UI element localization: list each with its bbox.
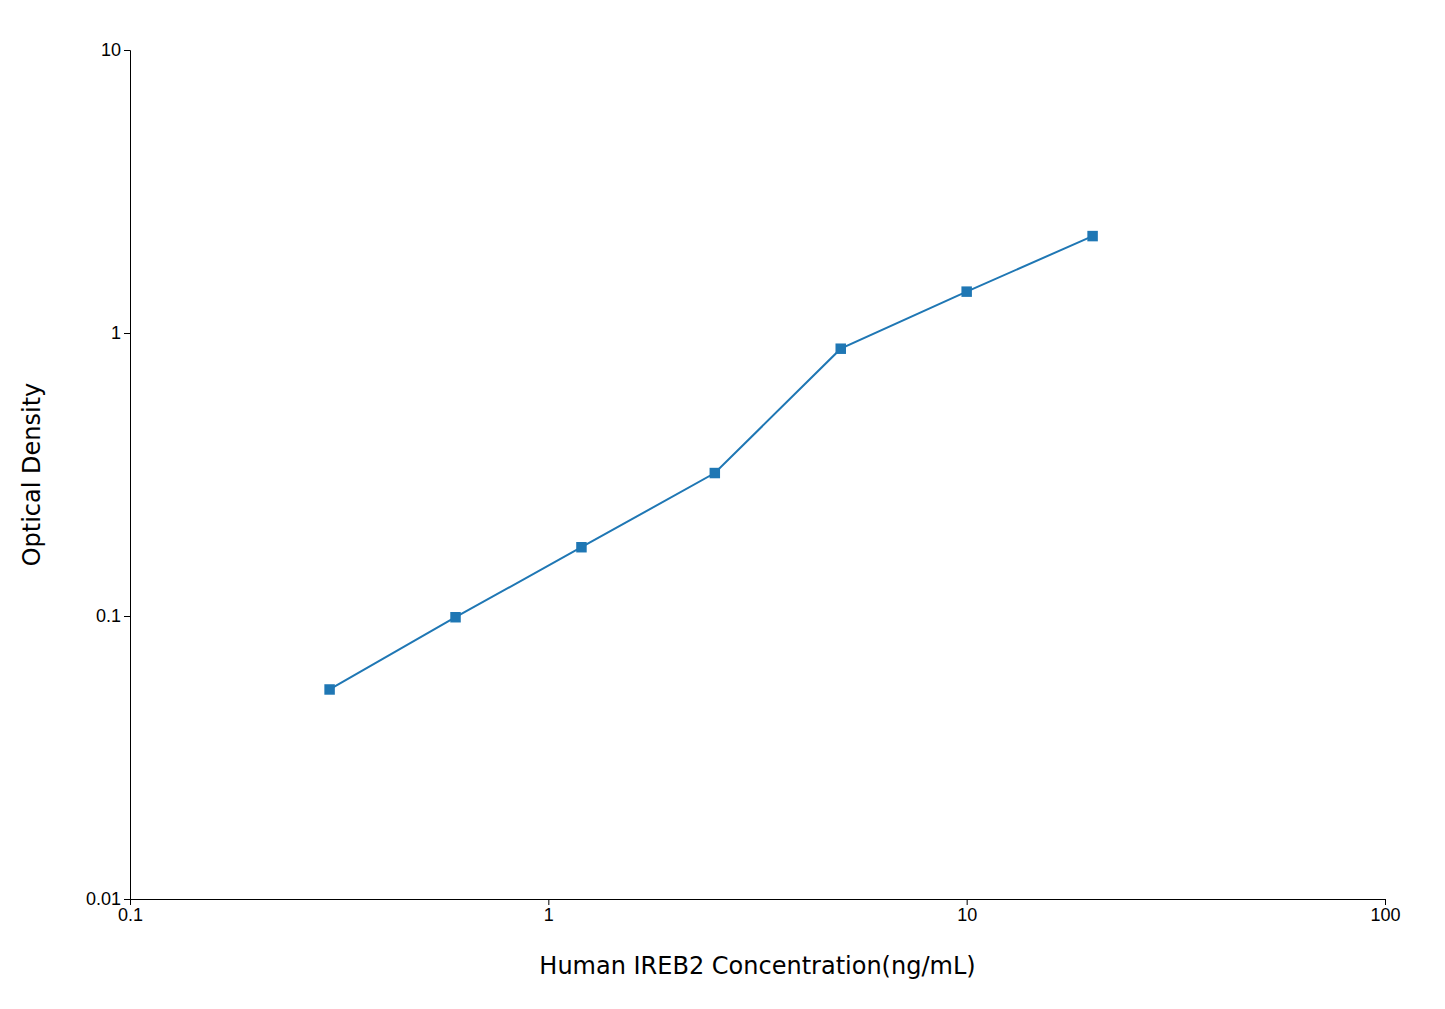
- x-axis-tick-label: 1: [544, 905, 554, 925]
- y-axis-tick-label: 0.01: [86, 889, 121, 909]
- y-axis-tick: 0.1: [96, 606, 130, 626]
- y-axis-tick: 0.01: [86, 889, 130, 909]
- x-axis-tick-label: 10: [957, 905, 977, 925]
- marker: [835, 343, 845, 353]
- plot: 0.11101000.010.1110: [86, 40, 1401, 925]
- x-axis: 0.1 1 10 100: [118, 899, 1401, 925]
- chart: 0.11101000.010.1110Human IREB2 Concentra…: [0, 0, 1445, 1009]
- x-axis-tick: 10: [957, 899, 977, 925]
- series: [324, 231, 1097, 695]
- marker: [450, 612, 460, 622]
- marker: [324, 684, 334, 694]
- x-axis-tick: 1: [544, 899, 554, 925]
- x-axis-tick-label: 100: [1370, 905, 1400, 925]
- x-axis-title: Human IREB2 Concentration(ng/mL): [539, 952, 975, 980]
- x-axis-line: [131, 900, 1386, 906]
- x-axis-tick: 100: [1370, 899, 1400, 925]
- y-axis-tick-label: 0.1: [96, 606, 121, 626]
- y-axis-tick: 1: [111, 323, 130, 343]
- marker: [576, 542, 586, 552]
- marker: [1087, 231, 1097, 241]
- line: [330, 236, 1093, 689]
- x-axis-tick-label: 0.1: [118, 905, 143, 925]
- x-axis-tick: 0.1: [118, 899, 143, 925]
- marker: [961, 286, 971, 296]
- y-axis-tick-label: 1: [111, 323, 121, 343]
- marker: [710, 468, 720, 478]
- y-axis-tick-mark: [124, 899, 130, 900]
- y-axis-line: [124, 51, 131, 900]
- y-axis-tick-mark: [124, 616, 130, 617]
- y-axis-tick-label: 10: [101, 40, 121, 60]
- y-axis-tick-mark: [124, 333, 130, 334]
- y-axis: 0.01 0.1 1 10: [86, 40, 131, 909]
- y-axis-tick: 10: [101, 40, 130, 60]
- y-axis-tick-mark: [124, 50, 130, 51]
- y-axis-title: Optical Density: [18, 383, 46, 567]
